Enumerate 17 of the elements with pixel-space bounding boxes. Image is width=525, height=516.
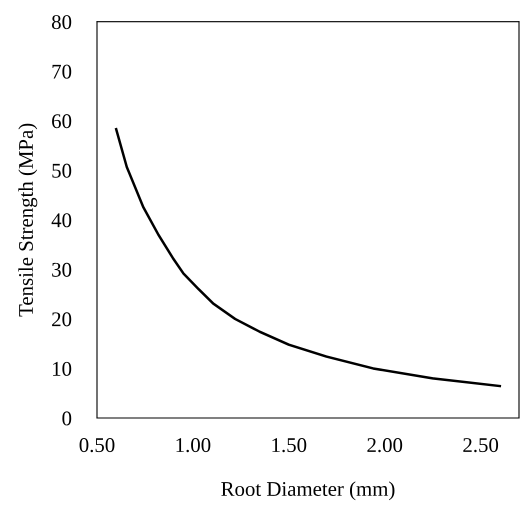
line-series	[114, 128, 502, 388]
y-tick-label: 40	[52, 213, 72, 228]
y-tick-label: 50	[52, 164, 72, 178]
y-tick-label: 80	[52, 15, 72, 30]
y-tick-label: 0	[62, 411, 72, 426]
y-tick-label: 30	[52, 262, 72, 277]
x-tick-label: 2.00	[367, 438, 402, 452]
x-tick-label: 2.50	[463, 438, 498, 452]
x-tick-label: 0.50	[80, 438, 114, 452]
x-axis-title: Root Diameter (mm)	[221, 481, 394, 500]
y-tick-label: 70	[52, 64, 72, 79]
y-axis-title: Tensile Strength (MPa)	[18, 124, 38, 317]
y-tick-label: 10	[53, 362, 72, 376]
y-tick-label: 60	[52, 114, 72, 128]
x-tick-label: 1.00	[176, 438, 210, 452]
y-tick-label: 20	[52, 312, 72, 326]
x-tick-label: 1.50	[272, 438, 306, 452]
